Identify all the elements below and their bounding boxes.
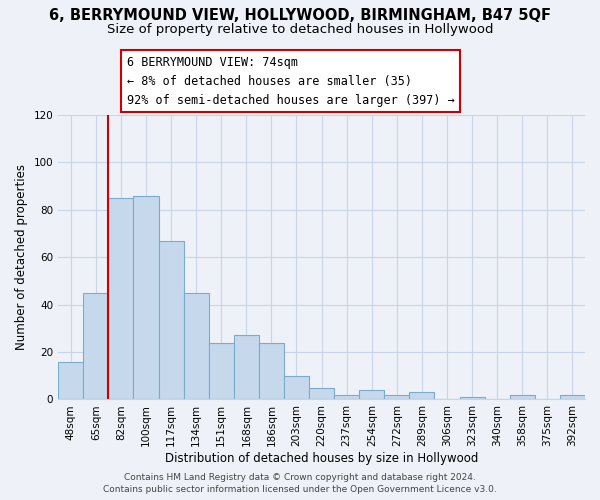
- Bar: [334, 394, 359, 400]
- Y-axis label: Number of detached properties: Number of detached properties: [15, 164, 28, 350]
- Bar: [259, 342, 284, 400]
- X-axis label: Distribution of detached houses by size in Hollywood: Distribution of detached houses by size …: [165, 452, 478, 465]
- Text: 6, BERRYMOUND VIEW, HOLLYWOOD, BIRMINGHAM, B47 5QF: 6, BERRYMOUND VIEW, HOLLYWOOD, BIRMINGHA…: [49, 8, 551, 22]
- Bar: [460, 397, 485, 400]
- Text: Contains HM Land Registry data © Crown copyright and database right 2024.
Contai: Contains HM Land Registry data © Crown c…: [103, 472, 497, 494]
- Bar: [209, 342, 234, 400]
- Text: Size of property relative to detached houses in Hollywood: Size of property relative to detached ho…: [107, 22, 493, 36]
- Bar: [109, 198, 133, 400]
- Bar: [234, 336, 259, 400]
- Bar: [133, 196, 158, 400]
- Bar: [158, 240, 184, 400]
- Bar: [83, 293, 109, 400]
- Text: 6 BERRYMOUND VIEW: 74sqm
← 8% of detached houses are smaller (35)
92% of semi-de: 6 BERRYMOUND VIEW: 74sqm ← 8% of detache…: [127, 56, 454, 106]
- Bar: [184, 293, 209, 400]
- Bar: [385, 394, 409, 400]
- Bar: [409, 392, 434, 400]
- Bar: [510, 394, 535, 400]
- Bar: [58, 362, 83, 400]
- Bar: [284, 376, 309, 400]
- Bar: [309, 388, 334, 400]
- Bar: [560, 394, 585, 400]
- Bar: [359, 390, 385, 400]
